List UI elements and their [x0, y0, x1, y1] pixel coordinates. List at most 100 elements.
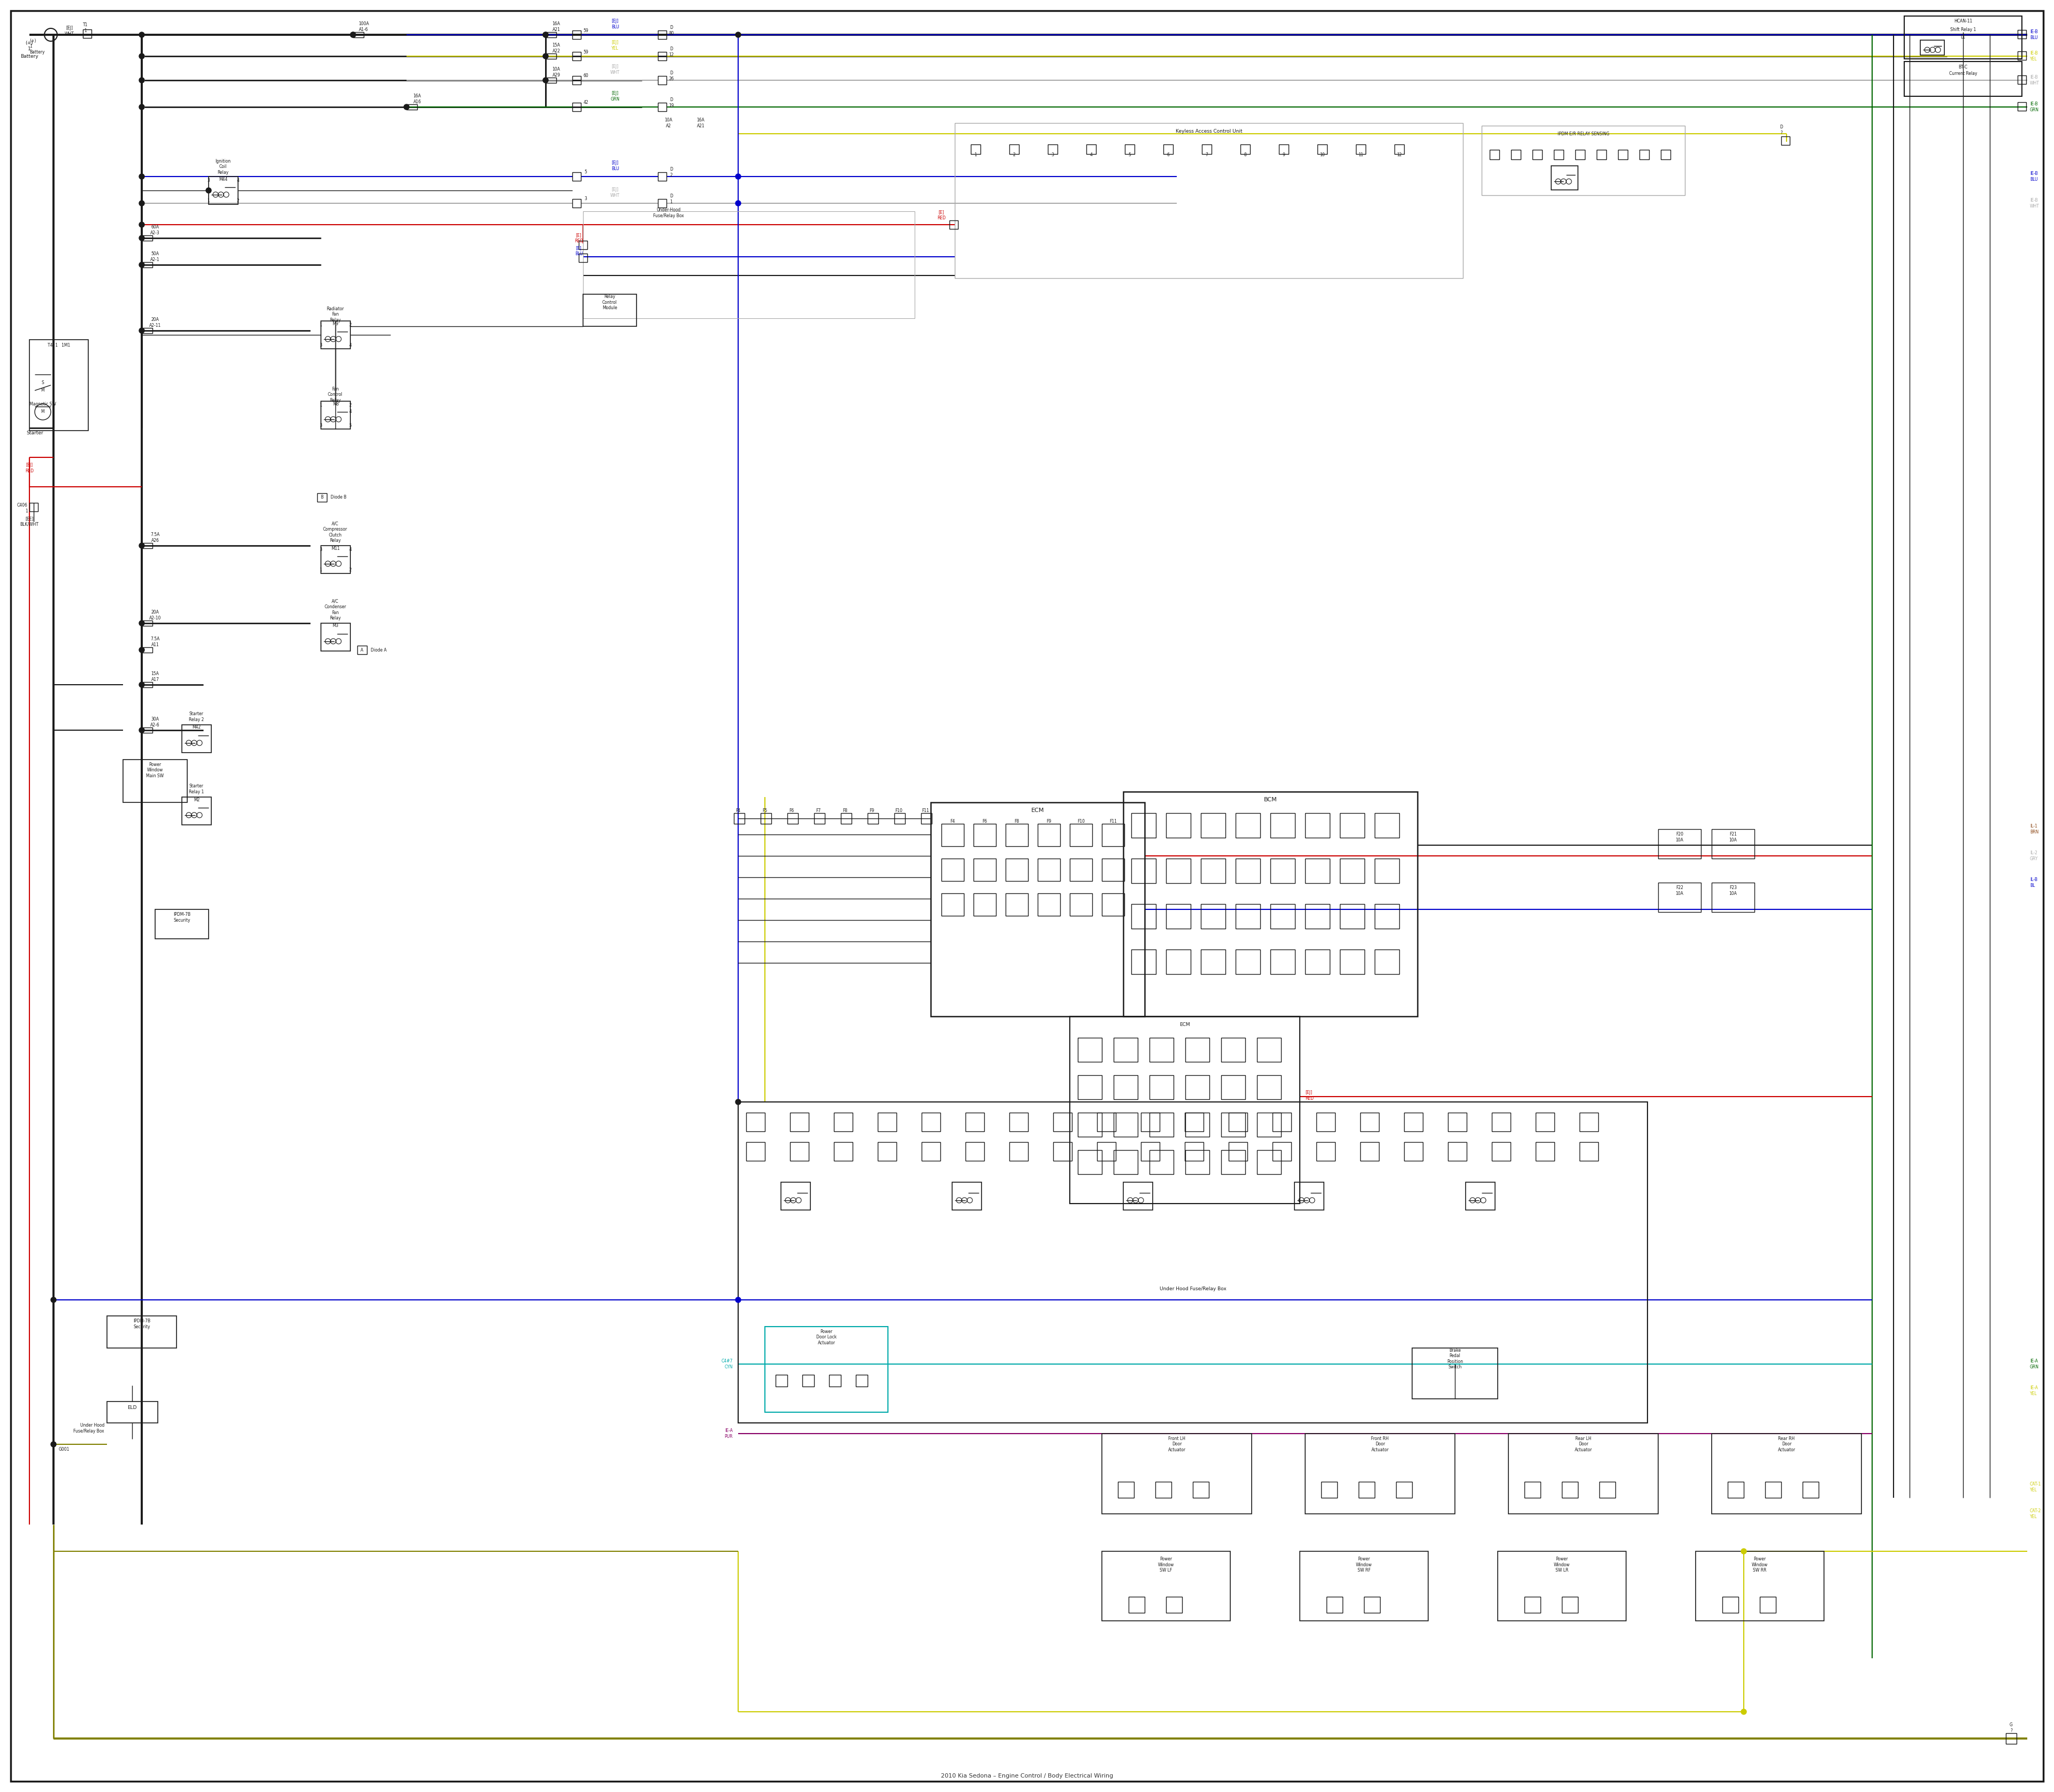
Bar [320, 624, 351, 650]
Bar [1097, 1142, 1115, 1161]
Bar [803, 1374, 813, 1387]
Text: Relay
Control
Module: Relay Control Module [602, 294, 618, 310]
Text: [EJ]
YEL: [EJ] YEL [612, 39, 618, 50]
Text: BCM: BCM [1263, 797, 1278, 803]
Bar [1764, 1482, 1781, 1498]
Bar [123, 760, 187, 803]
Bar [1760, 1597, 1777, 1613]
Text: 1: 1 [320, 568, 322, 572]
Circle shape [735, 1297, 741, 1303]
Text: 16A
A16: 16A A16 [413, 93, 421, 104]
Bar [965, 1113, 984, 1131]
Text: Diode B: Diode B [331, 495, 347, 500]
Bar [142, 620, 152, 625]
Text: 3: 3 [320, 342, 322, 348]
Circle shape [51, 1297, 55, 1303]
Bar [1241, 145, 1251, 154]
Text: 2010 Kia Sedona – Engine Control / Body Electrical Wiring: 2010 Kia Sedona – Engine Control / Body … [941, 1774, 1113, 1779]
Text: 7: 7 [1206, 152, 1208, 158]
Bar [1009, 145, 1019, 154]
Bar [1009, 1113, 1029, 1131]
Bar [353, 32, 364, 38]
Bar [1555, 151, 1563, 159]
Bar [1140, 1142, 1161, 1161]
Text: M2: M2 [193, 797, 199, 803]
Bar [857, 1374, 867, 1387]
Text: D
80: D 80 [670, 25, 674, 36]
Bar [1150, 1038, 1173, 1063]
Bar [1132, 903, 1156, 928]
Bar [657, 199, 665, 208]
Bar [573, 102, 581, 111]
Bar [1202, 858, 1226, 883]
Text: 20A
A2-10: 20A A2-10 [150, 609, 160, 620]
Bar [1600, 1482, 1614, 1498]
Text: 15A
A22: 15A A22 [553, 43, 561, 54]
Bar [1202, 814, 1226, 837]
Bar [1358, 1482, 1374, 1498]
Bar [1070, 1016, 1300, 1204]
Bar [583, 294, 637, 326]
Bar [834, 1142, 852, 1161]
Text: Power
Window
SW LF: Power Window SW LF [1158, 1557, 1175, 1573]
Text: CAT-2
YEL: CAT-2 YEL [2029, 1509, 2042, 1520]
Text: [EJ]
WHT: [EJ] WHT [610, 188, 620, 197]
Bar [746, 1142, 764, 1161]
Bar [573, 52, 581, 61]
Bar [1113, 1150, 1138, 1174]
Bar [320, 321, 351, 349]
Circle shape [140, 222, 144, 228]
Text: 1: 1 [320, 403, 322, 409]
Bar [657, 102, 665, 111]
Bar [320, 545, 351, 573]
Bar [922, 1142, 941, 1161]
Text: 7.5A
A26: 7.5A A26 [150, 532, 160, 543]
Bar [1269, 858, 1294, 883]
Text: Power
Window
SW RF: Power Window SW RF [1356, 1557, 1372, 1573]
Bar [1126, 145, 1134, 154]
Bar [1524, 1597, 1540, 1613]
Bar [1185, 1150, 1210, 1174]
Text: M8: M8 [333, 401, 339, 407]
Bar [1491, 1142, 1510, 1161]
Text: A/C
Condenser
Fan
Relay: A/C Condenser Fan Relay [325, 599, 347, 620]
Bar [1304, 950, 1329, 975]
Bar [813, 814, 826, 824]
Bar [546, 54, 557, 59]
Text: 5: 5 [1128, 152, 1132, 158]
Bar [1222, 1038, 1245, 1063]
Text: [EJ]
RED: [EJ] RED [25, 462, 33, 473]
Text: 4: 4 [1091, 152, 1093, 158]
Circle shape [542, 32, 548, 38]
Bar [573, 30, 581, 39]
Text: D
2: D 2 [670, 167, 674, 177]
Bar [1524, 1482, 1540, 1498]
Bar [1580, 1142, 1598, 1161]
Bar [1167, 903, 1191, 928]
Text: Power
Window
SW RR: Power Window SW RR [1752, 1557, 1768, 1573]
Bar [657, 75, 665, 84]
Bar [1154, 1482, 1171, 1498]
Text: F10: F10 [1076, 819, 1085, 824]
Bar [1078, 1038, 1101, 1063]
Bar [142, 328, 152, 333]
Text: Power
Door Lock
Actuator: Power Door Lock Actuator [815, 1330, 836, 1346]
Bar [1596, 151, 1606, 159]
Text: Radiator
Fan
Relay: Radiator Fan Relay [327, 306, 345, 323]
Bar [546, 32, 557, 38]
Bar [1536, 1142, 1555, 1161]
Text: 3: 3 [320, 548, 322, 552]
Bar [1222, 1150, 1245, 1174]
Text: F22
10A: F22 10A [1676, 885, 1684, 896]
Text: [EJ]
WHT: [EJ] WHT [610, 65, 620, 75]
Text: IPDM E/R RELAY SENSING: IPDM E/R RELAY SENSING [1557, 131, 1608, 136]
Text: F23
10A: F23 10A [1729, 885, 1738, 896]
Bar [760, 814, 772, 824]
Text: 2: 2 [349, 323, 351, 328]
Text: 11: 11 [1358, 152, 1364, 158]
Bar [787, 814, 799, 824]
Bar [1193, 1482, 1210, 1498]
Bar [1257, 1075, 1282, 1098]
Bar [1163, 145, 1173, 154]
Text: F11: F11 [922, 808, 928, 814]
